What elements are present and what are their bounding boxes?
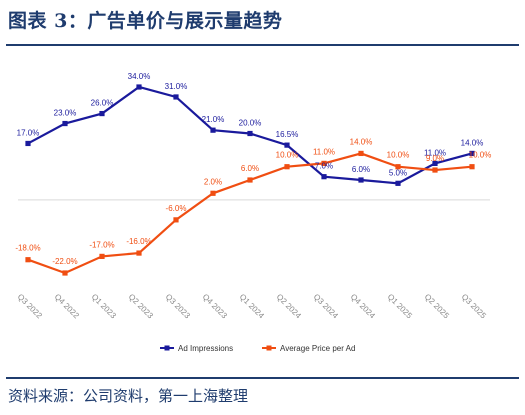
data-label: 6.0% [352,165,370,174]
data-point [321,160,327,166]
data-point [432,167,438,173]
line-chart: 17.0% 23.0% 26.0% 34.0% 31.0% 21.0% 20.0% 16.5%… [15,72,492,353]
legend-entry: Ad Impressions [178,344,233,353]
data-label: 7.0% [315,162,333,171]
data-point [247,130,253,137]
x-tick-label: Q3 2023 [164,292,192,320]
title-rule [6,44,519,46]
source-rule [6,377,519,379]
data-label: 6.0% [241,164,259,173]
data-label: -6.0% [166,204,187,213]
data-label: 23.0% [54,109,77,118]
x-tick-label: Q2 2023 [127,292,155,320]
data-label: 31.0% [165,82,188,91]
data-label: 21.0% [202,115,225,124]
data-point [432,160,438,166]
source-note: 资料来源：公司资料，第一上海整理 [8,387,249,405]
x-tick-label: Q1 2023 [90,292,118,320]
data-point [321,174,327,180]
data-label: 14.0% [461,138,484,147]
data-point [173,217,179,223]
data-label: -17.0% [89,240,114,249]
data-point [62,270,68,276]
data-point [358,177,364,183]
data-point [99,110,105,117]
data-point [395,180,401,186]
data-label: 11.0% [424,148,446,157]
data-label: 9.0% [426,154,444,163]
data-point [25,257,31,263]
data-label: 20.0% [239,119,262,128]
data-label: 34.0% [128,72,151,81]
legend: Ad Impressions Average Price per Ad [160,344,355,353]
data-label: 2.0% [204,177,222,186]
data-label: 10.0% [469,151,492,160]
x-tick-label: Q4 2022 [53,292,81,320]
data-point [62,120,68,127]
x-tick-label: Q2 2025 [423,292,451,320]
data-label: -16.0% [126,237,151,246]
data-point [25,140,31,147]
data-label: 16.5% [276,130,299,139]
data-label: 10.0% [276,151,299,160]
data-label: 14.0% [350,137,373,146]
x-tick-label: Q1 2024 [238,292,266,320]
x-tick-label: Q3 2025 [460,292,488,320]
data-point [284,164,290,170]
legend-swatch-marker [164,345,170,351]
data-label: 10.0% [387,151,410,160]
data-point [136,84,142,90]
x-tick-label: Q4 2024 [349,292,377,320]
x-tick-label: Q1 2025 [386,292,414,320]
x-tick-label: Q3 2022 [16,292,44,320]
x-tick-label: Q3 2024 [312,292,340,320]
x-tick-label: Q4 2023 [201,292,229,320]
data-label: -18.0% [15,244,40,253]
data-point [210,190,216,196]
x-tick-label: Q2 2024 [275,292,303,320]
legend-swatch-marker [266,345,272,351]
data-point [469,150,475,157]
data-point [173,94,179,100]
data-point [395,164,401,170]
data-label: 26.0% [91,99,114,108]
data-point [284,142,290,148]
data-label: 11.0% [313,147,335,156]
data-point [247,177,253,183]
legend-entry: Average Price per Ad [280,344,355,353]
data-label: 5.0% [389,168,407,177]
data-point [136,250,142,256]
data-point [99,253,105,259]
data-point [210,127,216,133]
chart-title: 图表 3：广告单价与展示量趋势 [8,10,283,32]
data-label: 17.0% [17,128,40,137]
data-point [358,150,364,157]
data-label: -22.0% [52,257,77,266]
data-point [469,164,475,170]
